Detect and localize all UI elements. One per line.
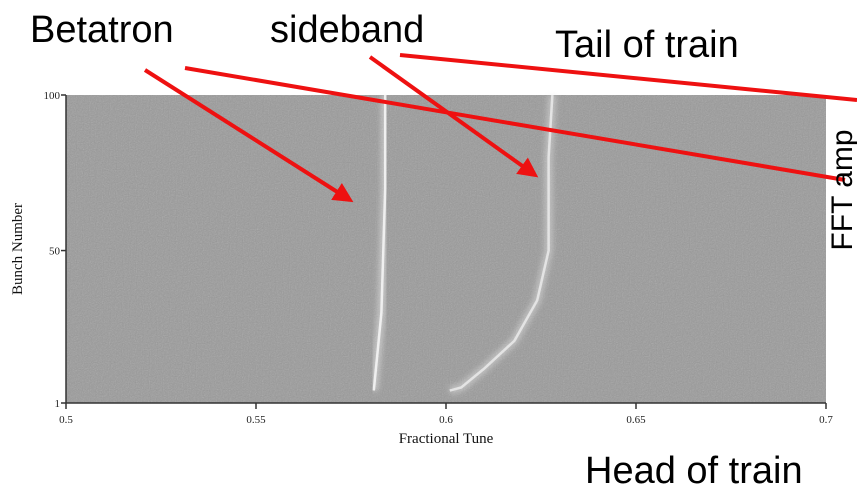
y-tick-label: 1 [55, 398, 61, 410]
annotation: Betatron [30, 9, 174, 51]
ridge [449, 94, 554, 392]
arrow [184, 66, 846, 182]
x-tick-label: 0.7 [819, 414, 833, 426]
arrow [143, 68, 354, 203]
y-tick-label: 50 [49, 246, 61, 258]
y-axis-label: Bunch Number [10, 203, 26, 295]
ridge [372, 95, 387, 391]
annotation: FFT amp [826, 129, 857, 250]
annotation: sideband [270, 9, 424, 51]
y-tick-label: 100 [44, 90, 61, 102]
annotation: Head of train [585, 450, 803, 492]
x-axis-label: Fractional Tune [399, 431, 494, 447]
x-tick-label: 0.6 [439, 414, 453, 426]
arrow [368, 55, 539, 178]
noise [66, 95, 826, 403]
x-tick-label: 0.65 [626, 414, 646, 426]
x-tick-label: 0.5 [59, 414, 73, 426]
arrows [143, 53, 857, 203]
x-tick-label: 0.55 [246, 414, 266, 426]
arrow [399, 53, 857, 102]
plot-area [66, 95, 826, 403]
annotation: Tail of train [555, 24, 739, 66]
